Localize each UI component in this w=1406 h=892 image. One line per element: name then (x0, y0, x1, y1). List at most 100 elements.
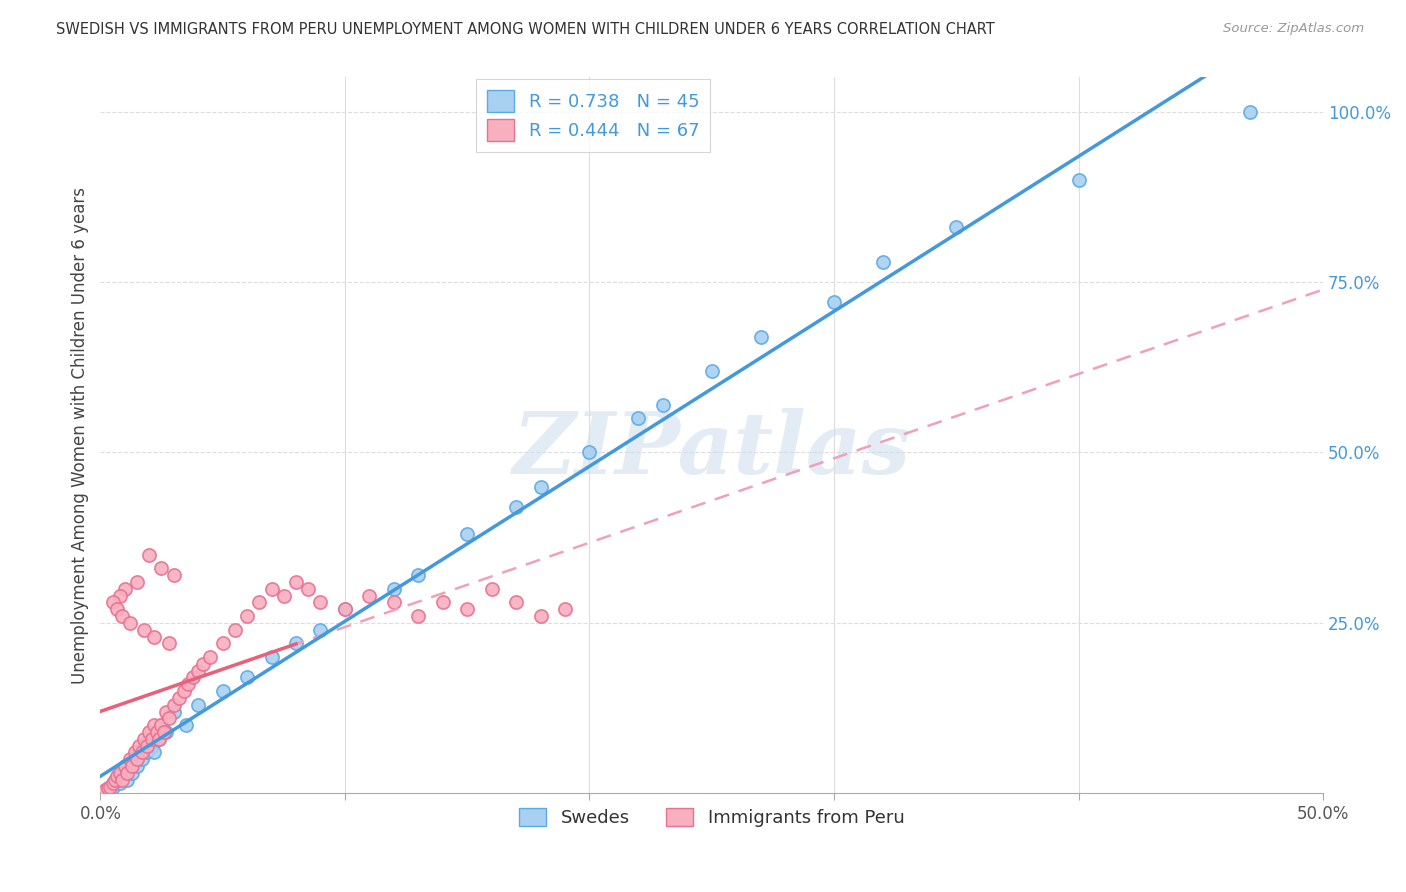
Point (104, 772, 127, 787)
Point (134, 623, 156, 637)
Point (125, 759, 148, 773)
Point (505, 595, 527, 609)
Point (111, 609, 134, 624)
Point (157, 636, 180, 650)
Point (406, 609, 429, 624)
Point (163, 698, 186, 712)
Point (260, 582, 283, 596)
Point (131, 752, 153, 766)
Point (211, 684, 233, 698)
Point (108, 589, 131, 603)
Point (285, 574, 308, 589)
Point (125, 752, 148, 766)
Point (456, 527, 478, 541)
Point (155, 705, 177, 719)
Point (554, 602, 576, 616)
Point (700, 363, 723, 377)
Point (138, 731, 160, 746)
Point (333, 602, 356, 616)
Point (153, 725, 176, 739)
Point (107, 772, 129, 787)
Text: SWEDISH VS IMMIGRANTS FROM PERU UNEMPLOYMENT AMONG WOMEN WITH CHILDREN UNDER 6 Y: SWEDISH VS IMMIGRANTS FROM PERU UNEMPLOY… (56, 22, 995, 37)
Point (236, 670, 259, 684)
Point (150, 561, 173, 575)
Point (121, 765, 143, 780)
Point (135, 739, 157, 753)
Point (145, 725, 167, 739)
Point (297, 582, 319, 596)
Point (148, 731, 170, 746)
Point (118, 615, 141, 630)
Point (128, 746, 150, 760)
Point (101, 776, 124, 790)
Point (1239, 104, 1261, 119)
Point (128, 739, 150, 753)
Point (111, 769, 134, 783)
Point (114, 759, 136, 773)
Point (124, 752, 146, 766)
Point (143, 746, 166, 760)
Point (651, 398, 673, 412)
Point (333, 602, 356, 616)
Point (945, 220, 967, 235)
Point (247, 595, 270, 609)
Point (157, 711, 180, 725)
Point (285, 636, 308, 650)
Point (273, 589, 295, 603)
Point (131, 746, 153, 760)
Point (236, 609, 259, 624)
Point (187, 698, 209, 712)
Point (174, 718, 197, 732)
Point (155, 725, 177, 739)
Point (167, 690, 190, 705)
Point (181, 670, 204, 684)
Point (309, 623, 332, 637)
Point (529, 479, 551, 493)
Point (191, 657, 214, 671)
Point (163, 568, 186, 582)
Point (107, 769, 129, 783)
Point (529, 609, 551, 624)
Point (211, 636, 233, 650)
Point (135, 746, 157, 760)
Y-axis label: Unemployment Among Women with Children Under 6 years: Unemployment Among Women with Children U… (72, 187, 89, 684)
Point (118, 752, 141, 766)
Point (118, 759, 141, 773)
Point (627, 411, 650, 425)
Point (101, 595, 124, 609)
Point (107, 602, 129, 616)
Point (141, 739, 163, 753)
Point (578, 445, 600, 459)
Point (98, 780, 121, 794)
Point (309, 595, 332, 609)
Point (823, 295, 845, 310)
Point (177, 677, 200, 691)
Point (456, 602, 478, 616)
Point (141, 731, 163, 746)
Point (1067, 172, 1090, 186)
Point (138, 725, 160, 739)
Point (173, 684, 195, 698)
Point (94, 783, 117, 797)
Point (872, 254, 894, 268)
Point (150, 718, 173, 732)
Point (200, 650, 222, 665)
Point (163, 705, 186, 719)
Point (108, 765, 131, 780)
Point (125, 574, 148, 589)
Point (138, 548, 160, 562)
Point (359, 589, 381, 603)
Point (97, 780, 120, 795)
Point (121, 759, 143, 773)
Point (382, 582, 405, 596)
Point (505, 500, 527, 514)
Text: ZIPatlas: ZIPatlas (513, 408, 911, 491)
Point (145, 725, 167, 739)
Point (432, 595, 454, 609)
Point (406, 568, 429, 582)
Point (749, 329, 772, 343)
Point (148, 731, 170, 746)
Point (114, 582, 136, 596)
Point (143, 718, 166, 732)
Point (101, 780, 124, 794)
